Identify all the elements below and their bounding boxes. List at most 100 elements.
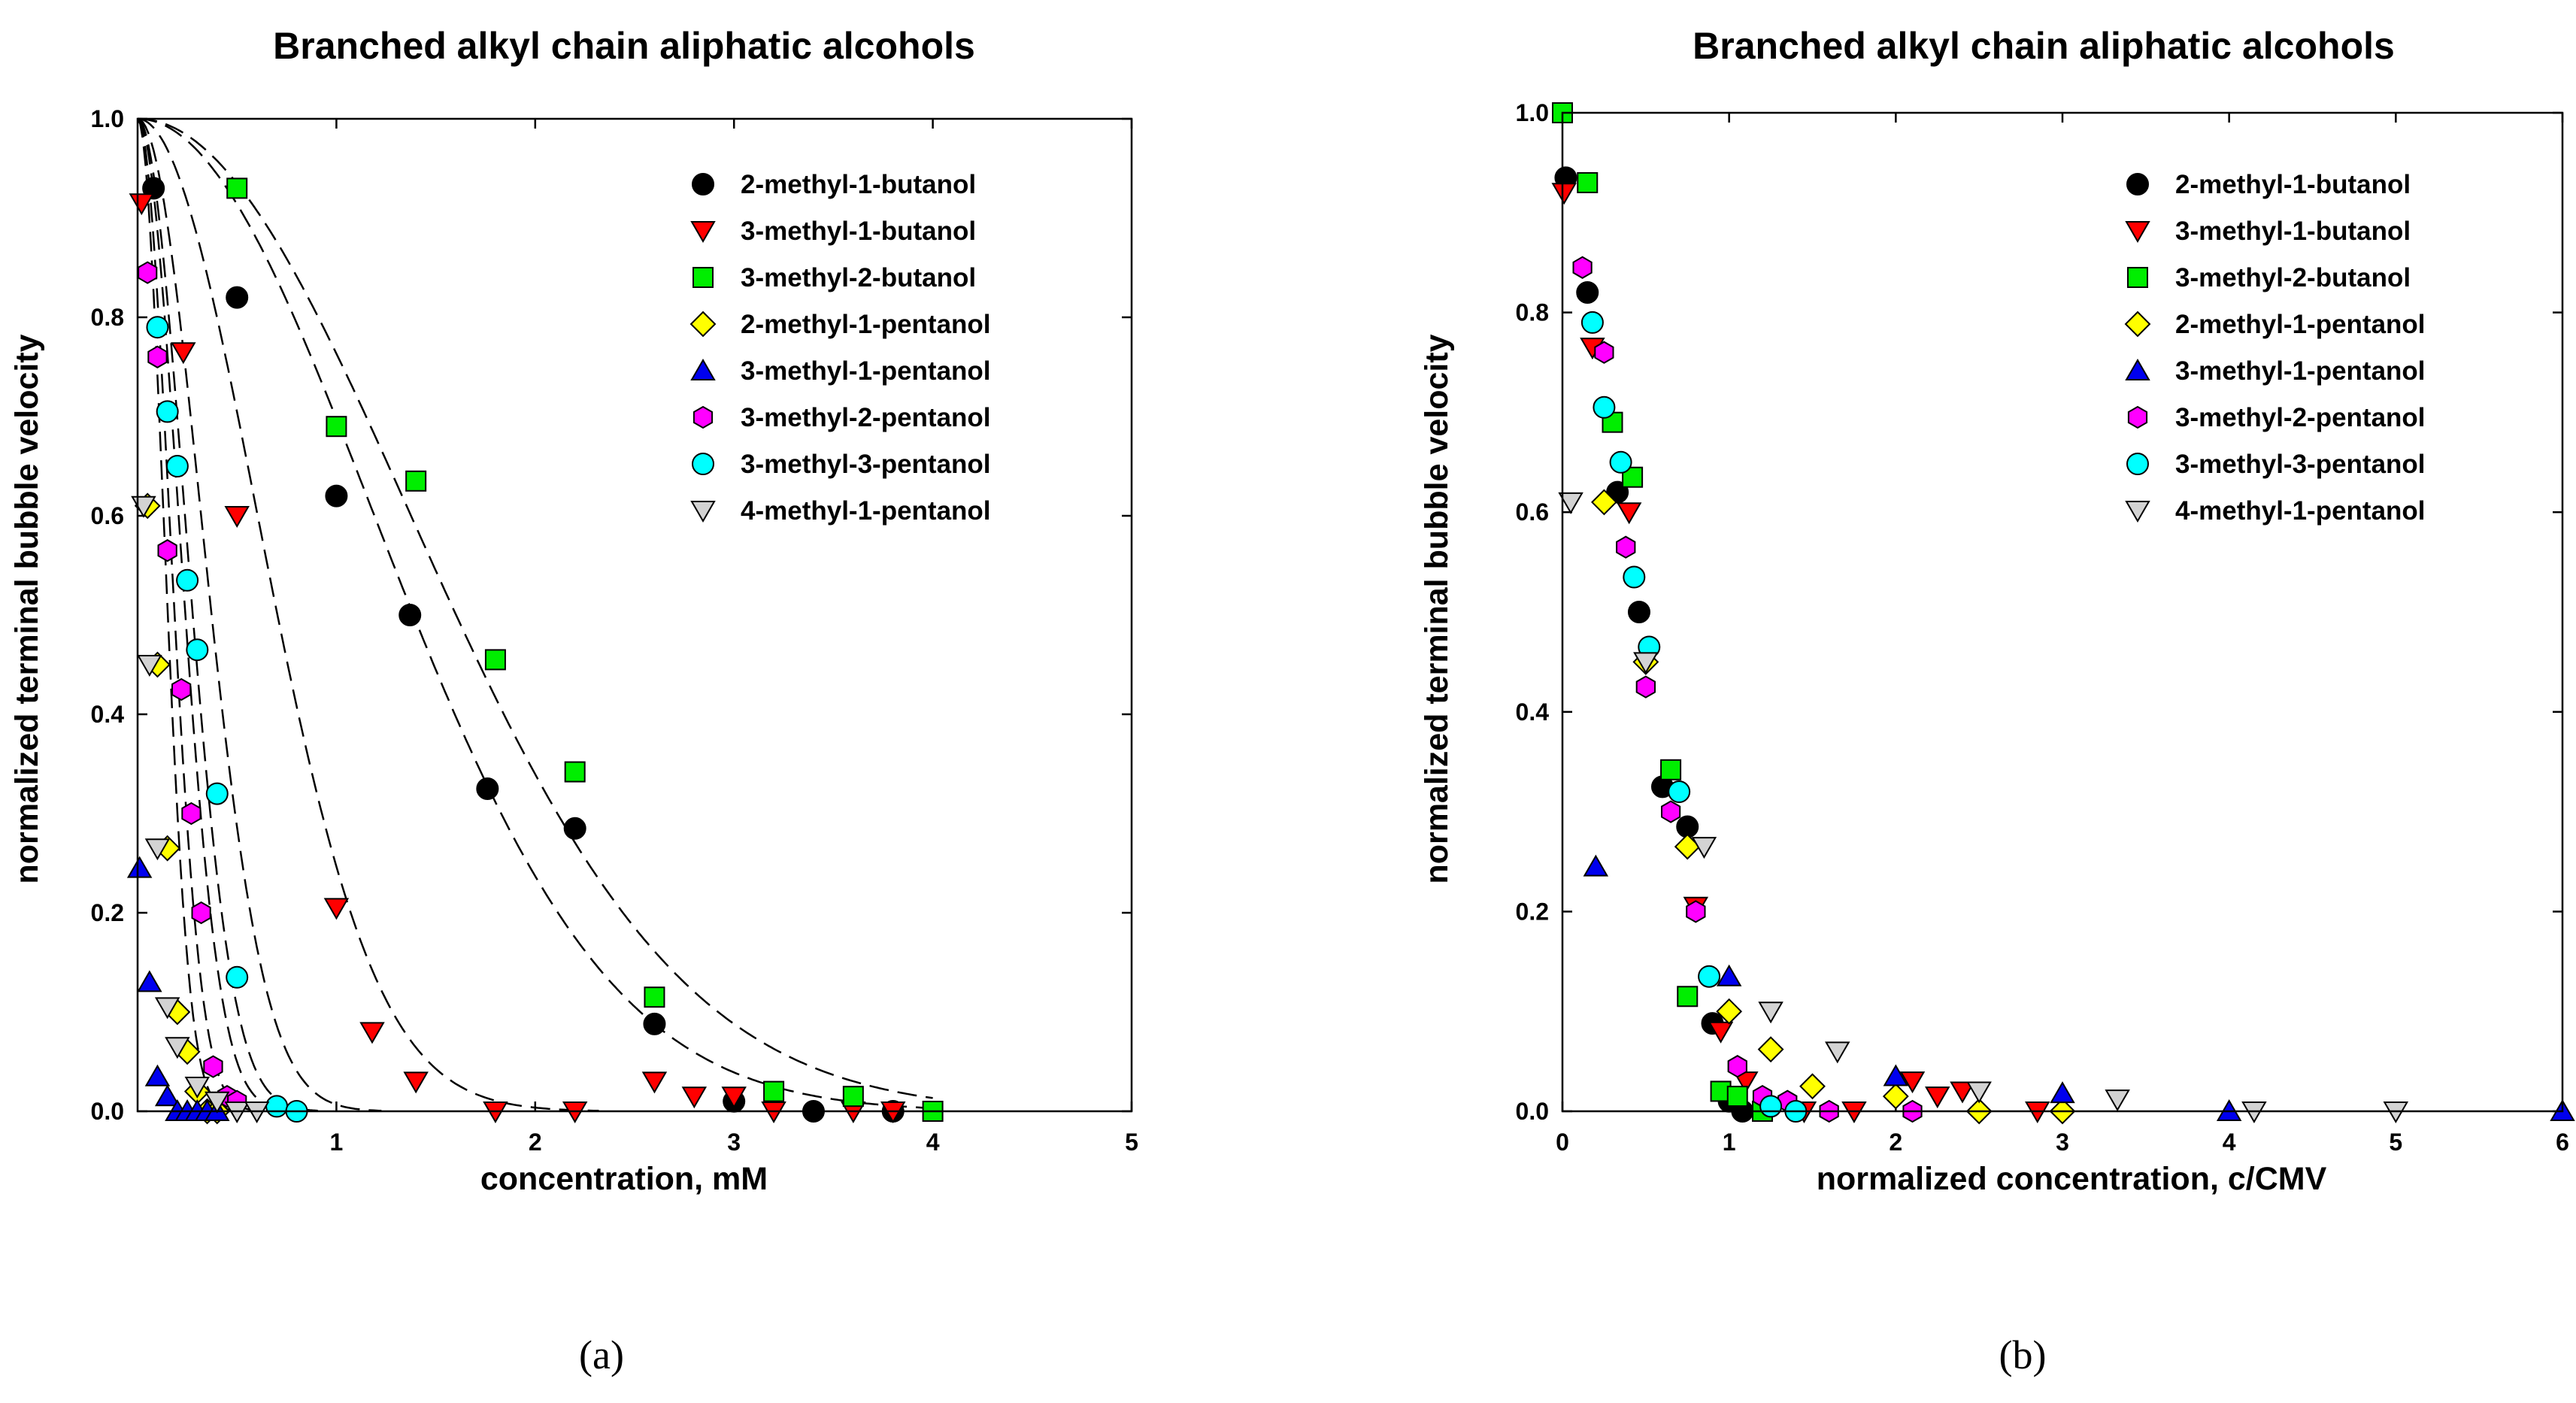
data-point-3-methyl-2-pentanol bbox=[1661, 800, 1681, 823]
legend-label: 3-methyl-3-pentanol bbox=[2175, 450, 2426, 479]
panel-a: Branched alkyl chain aliphatic alcohols … bbox=[9, 25, 1138, 1377]
data-point-3-methyl-3-pentanol bbox=[1668, 780, 1691, 804]
data-point-2-methyl-1-butanol bbox=[476, 777, 499, 800]
data-point-4-methyl-1-pentanol bbox=[1966, 1081, 1992, 1104]
data-point-3-methyl-3-pentanol bbox=[226, 965, 249, 989]
data-point-3-methyl-2-butanol bbox=[644, 986, 665, 1008]
y-tick-label: 0.4 bbox=[1516, 698, 1550, 726]
legend-label: 2-methyl-1-butanol bbox=[2175, 170, 2411, 199]
data-point-4-methyl-1-pentanol bbox=[154, 997, 180, 1020]
legend-marker-2-methyl-1-butanol bbox=[2126, 173, 2149, 195]
data-point-3-methyl-2-butanol bbox=[226, 177, 248, 199]
data-point-3-methyl-3-pentanol bbox=[165, 455, 189, 477]
x-tick-label: 1 bbox=[1723, 1129, 1736, 1156]
data-point-4-methyl-1-pentanol bbox=[144, 838, 171, 861]
data-point-4-methyl-1-pentanol bbox=[165, 1037, 190, 1059]
data-point-3-methyl-2-pentanol bbox=[147, 345, 168, 368]
data-point-3-methyl-2-pentanol bbox=[1594, 341, 1614, 364]
legend-marker-3-methyl-3-pentanol bbox=[2126, 453, 2149, 475]
panel-a-title: Branched alkyl chain aliphatic alcohols bbox=[273, 25, 975, 67]
y-tick-label: 0.8 bbox=[91, 304, 124, 331]
legend-label: 4-methyl-1-pentanol bbox=[2175, 496, 2426, 526]
panel-a-xlabel: concentration, mM bbox=[480, 1161, 768, 1197]
data-point-3-methyl-1-pentanol bbox=[1883, 1064, 1909, 1086]
panel-a-ylabel: normalized terminal bubble velocity bbox=[9, 334, 45, 883]
data-point-2-methyl-1-butanol bbox=[1576, 281, 1599, 305]
legend-label: 3-methyl-1-pentanol bbox=[2175, 356, 2426, 386]
legend-marker-3-methyl-2-butanol bbox=[692, 267, 714, 288]
data-point-3-methyl-3-pentanol bbox=[1593, 395, 1616, 419]
panel-a-plot-frame bbox=[136, 117, 1133, 1113]
data-point-3-methyl-3-pentanol bbox=[205, 782, 229, 805]
data-point-3-methyl-2-butanol bbox=[1726, 1086, 1748, 1108]
legend-marker-4-methyl-1-pentanol bbox=[2125, 501, 2150, 523]
data-point-3-methyl-1-butanol bbox=[1708, 1021, 1734, 1044]
data-point-3-methyl-1-butanol bbox=[224, 506, 250, 529]
data-point-4-methyl-1-pentanol bbox=[205, 1091, 230, 1114]
data-point-3-methyl-2-butanol bbox=[763, 1080, 785, 1102]
fit-curve-2-methyl-1-butanol bbox=[137, 117, 933, 1110]
panel-b-ticks: 0.0 0.2 0.4 0.6 0.8 1.0 0 1 2 3 4 5 6 bbox=[1516, 99, 2569, 1156]
data-point-3-methyl-1-pentanol bbox=[137, 970, 162, 992]
legend-label: 3-methyl-2-pentanol bbox=[741, 403, 991, 432]
legend-label: 3-methyl-2-pentanol bbox=[2175, 403, 2426, 432]
y-tick-label: 0.0 bbox=[91, 1098, 124, 1125]
x-tick-label: 5 bbox=[1125, 1129, 1138, 1156]
fit-curve-3-methyl-1-pentanol bbox=[136, 118, 236, 1112]
legend-label: 3-methyl-2-butanol bbox=[2175, 263, 2411, 292]
data-point-3-methyl-1-pentanol bbox=[2050, 1081, 2075, 1104]
legend-marker-2-methyl-1-pentanol bbox=[689, 311, 717, 338]
data-point-3-methyl-2-pentanol bbox=[1616, 535, 1636, 559]
panel-b: Branched alkyl chain aliphatic alcohols … bbox=[1419, 25, 2575, 1377]
data-point-4-methyl-1-pentanol bbox=[184, 1077, 211, 1099]
data-point-3-methyl-1-butanol bbox=[1925, 1086, 1950, 1109]
y-tick-label: 0.2 bbox=[91, 899, 124, 926]
legend-label: 3-methyl-3-pentanol bbox=[741, 450, 991, 479]
data-point-3-methyl-2-pentanol bbox=[138, 261, 158, 284]
legend-marker-3-methyl-1-butanol bbox=[690, 221, 716, 244]
data-point-3-methyl-3-pentanol bbox=[146, 316, 169, 339]
data-point-3-methyl-1-pentanol bbox=[1716, 964, 1742, 986]
data-point-3-methyl-1-butanol bbox=[681, 1086, 708, 1109]
data-point-4-methyl-1-pentanol bbox=[1825, 1041, 1850, 1064]
x-tick-label: 2 bbox=[1889, 1129, 1902, 1156]
panel-a-ticks: 0.0 0.2 0.4 0.6 0.8 1.0 1 2 3 4 5 bbox=[91, 105, 1138, 1156]
data-point-3-methyl-2-butanol bbox=[405, 470, 427, 492]
legend-label: 3-methyl-1-butanol bbox=[2175, 217, 2411, 246]
panel-b-points bbox=[1551, 102, 2575, 1125]
data-point-2-methyl-1-pentanol bbox=[1882, 1083, 1909, 1110]
data-point-3-methyl-3-pentanol bbox=[265, 1095, 289, 1118]
data-point-2-methyl-1-butanol bbox=[399, 604, 422, 626]
data-point-3-methyl-2-pentanol bbox=[1635, 675, 1656, 698]
data-point-3-methyl-3-pentanol bbox=[176, 568, 199, 592]
legend-marker-3-methyl-1-pentanol bbox=[2125, 358, 2150, 380]
data-point-3-methyl-2-butanol bbox=[326, 416, 347, 438]
fit-curve-3-methyl-2-pentanol bbox=[137, 117, 318, 1112]
data-point-3-methyl-2-butanol bbox=[484, 649, 506, 671]
legend-label: 3-methyl-1-pentanol bbox=[741, 356, 991, 386]
data-point-3-methyl-2-butanol bbox=[1577, 171, 1599, 193]
data-point-3-methyl-1-pentanol bbox=[126, 856, 153, 878]
data-point-3-methyl-1-butanol bbox=[359, 1022, 385, 1044]
legend-marker-2-methyl-1-pentanol bbox=[2124, 311, 2151, 338]
data-point-3-methyl-2-pentanol bbox=[1686, 900, 1706, 923]
data-point-3-methyl-3-pentanol bbox=[1580, 311, 1604, 334]
fit-curve-3-methyl-1-butanol bbox=[137, 117, 599, 1112]
panel-b-ylabel: normalized terminal bubble velocity bbox=[1419, 334, 1455, 883]
data-point-2-methyl-1-pentanol bbox=[1799, 1073, 1826, 1100]
data-point-4-methyl-1-pentanol bbox=[137, 655, 162, 677]
legend-label: 3-methyl-2-butanol bbox=[741, 263, 976, 292]
data-point-4-methyl-1-pentanol bbox=[2105, 1089, 2130, 1112]
legend-label: 3-methyl-1-butanol bbox=[741, 217, 976, 246]
legend-marker-2-methyl-1-butanol bbox=[692, 173, 714, 195]
data-point-3-methyl-1-butanol bbox=[721, 1086, 747, 1109]
data-point-3-methyl-3-pentanol bbox=[1609, 450, 1632, 474]
data-point-4-methyl-1-pentanol bbox=[1558, 492, 1583, 514]
x-tick-label: 0 bbox=[1556, 1129, 1569, 1156]
data-point-3-methyl-1-butanol bbox=[1899, 1071, 1926, 1094]
legend-marker-3-methyl-3-pentanol bbox=[692, 453, 714, 475]
legend-label: 2-methyl-1-pentanol bbox=[2175, 310, 2426, 339]
panel-a-caption: (a) bbox=[579, 1332, 624, 1377]
data-point-3-methyl-1-butanol bbox=[403, 1071, 429, 1094]
legend-label: 2-methyl-1-pentanol bbox=[741, 310, 991, 339]
